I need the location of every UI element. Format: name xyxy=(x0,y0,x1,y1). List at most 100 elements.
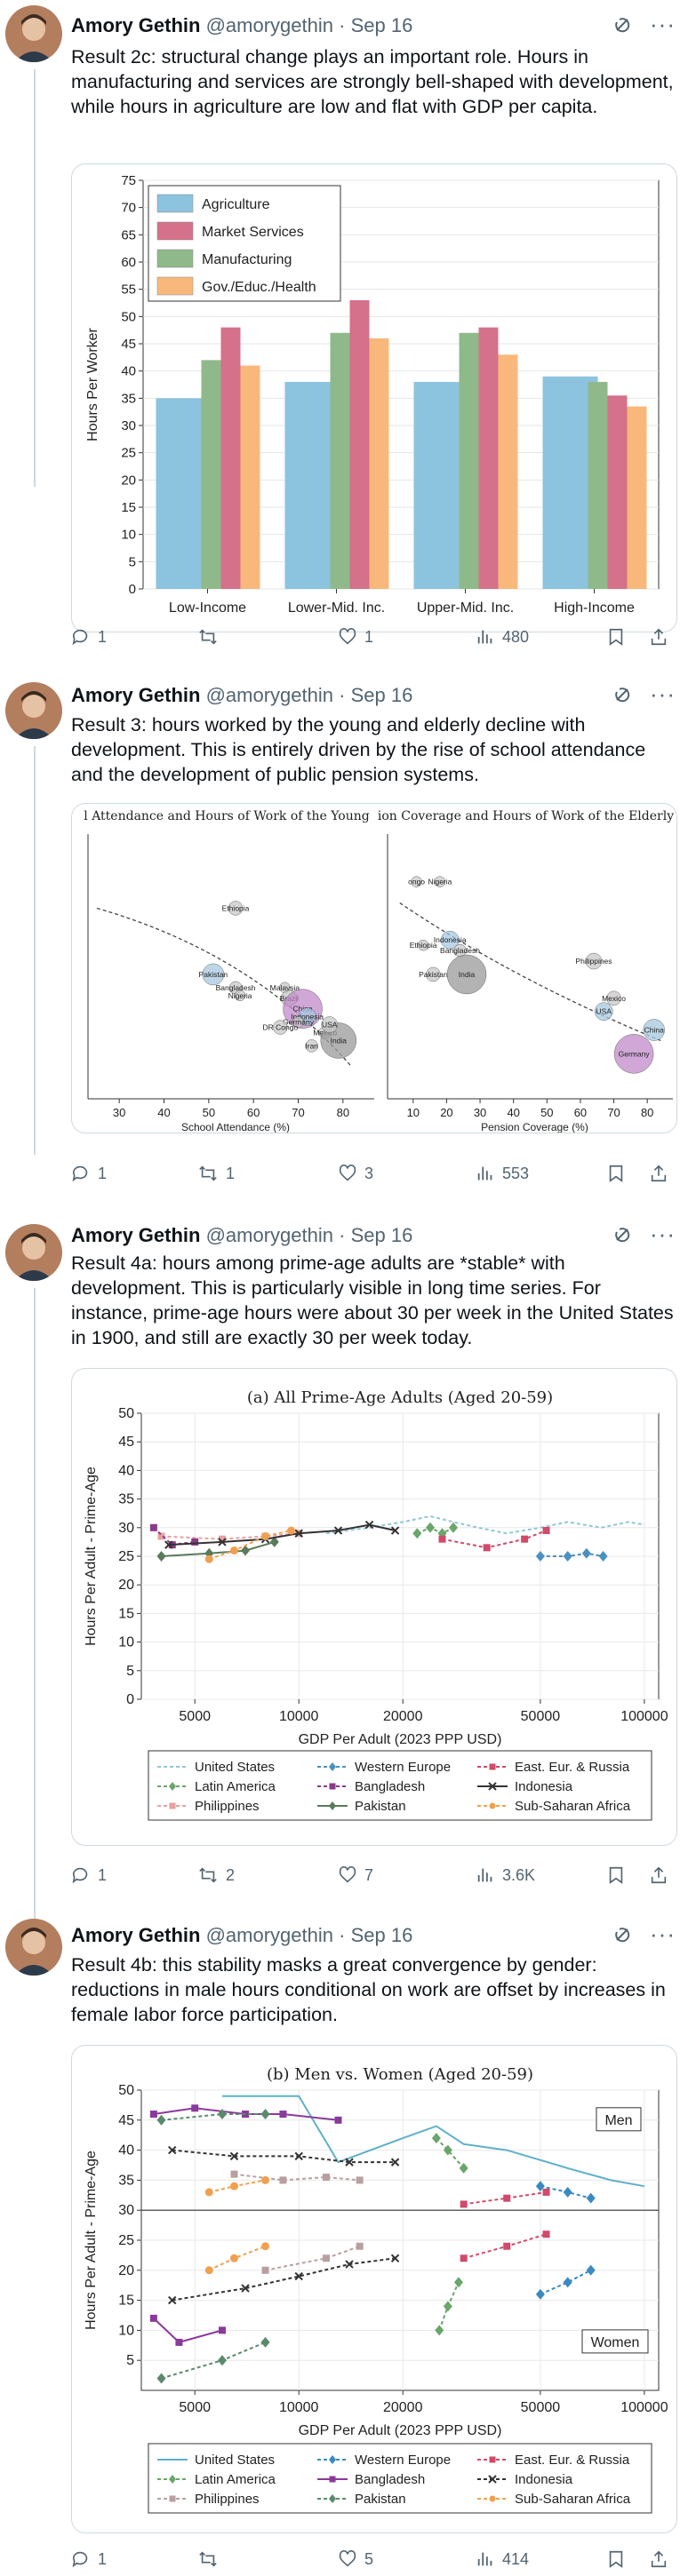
author-name[interactable]: Amory Gethin xyxy=(71,1924,201,1946)
reply-button[interactable]: 1 xyxy=(71,627,107,647)
line-chart-image-a[interactable]: (a) All Prime-Age Adults (Aged 20-59) 0 5 1… xyxy=(71,1368,677,1846)
bookmark-button[interactable] xyxy=(606,1865,626,1885)
heart-icon xyxy=(339,1866,356,1883)
like-button[interactable]: 3 xyxy=(338,1164,373,1183)
x-tick-label: 50 xyxy=(540,1106,553,1119)
data-point xyxy=(411,876,422,887)
data-point xyxy=(595,1002,613,1021)
point-label: Bangladesh xyxy=(216,983,256,992)
bar-gov-educ-health xyxy=(498,354,518,589)
legend-label: Pakistan xyxy=(355,2492,406,2507)
y-tick-label: 35 xyxy=(121,391,136,406)
marker xyxy=(261,2266,269,2274)
post-date[interactable]: Sep 16 xyxy=(350,1924,413,1946)
legend-marker xyxy=(329,1783,336,1790)
views-button[interactable]: 414 xyxy=(476,2549,529,2569)
pension-coverage-panel: ion Coverage and Hours of Work of the El… xyxy=(378,809,674,1133)
series-latin-america xyxy=(412,1522,459,1539)
share-button[interactable] xyxy=(649,1865,668,1885)
bookmark-button[interactable] xyxy=(606,627,626,647)
repost-icon xyxy=(199,1867,217,1883)
y-tick-label: 30 xyxy=(118,2203,134,2218)
repost-button[interactable] xyxy=(197,627,226,647)
share-button[interactable] xyxy=(649,627,668,647)
post-header: Amory Gethin @amorygethin · Sep 16 ··· xyxy=(71,1920,679,1951)
views-button[interactable]: 3.6K xyxy=(476,1865,535,1885)
like-button[interactable]: 7 xyxy=(338,1865,373,1885)
like-button[interactable]: 1 xyxy=(338,627,373,647)
author-name[interactable]: Amory Gethin xyxy=(71,684,201,706)
author-handle[interactable]: @amorygethin xyxy=(205,14,333,36)
y-tick-label: 10 xyxy=(118,1635,134,1650)
repost-button[interactable]: 2 xyxy=(197,1865,235,1885)
marker xyxy=(168,2145,177,2155)
author-handle[interactable]: @amorygethin xyxy=(205,684,333,706)
author-name[interactable]: Amory Gethin xyxy=(71,14,201,36)
grok-icon[interactable] xyxy=(612,1224,633,1251)
point-label: ongo xyxy=(408,878,425,886)
marker xyxy=(356,2242,364,2250)
grok-icon[interactable] xyxy=(612,14,633,41)
x-tick-label: 30 xyxy=(474,1106,486,1119)
x-tick-label: High-Income xyxy=(554,600,635,616)
legend: United States Western Europe East. Eur. & … xyxy=(148,1750,652,1821)
post-date[interactable]: Sep 16 xyxy=(350,14,413,36)
reply-button[interactable]: 1 xyxy=(71,2549,107,2569)
legend-marker xyxy=(169,2495,176,2502)
post-date[interactable]: Sep 16 xyxy=(350,684,413,706)
point-label: DR Congo xyxy=(263,1023,299,1032)
post-date[interactable]: Sep 16 xyxy=(350,1224,413,1246)
bar-gov-educ-health xyxy=(240,365,260,589)
marker xyxy=(260,2109,270,2120)
series-united-states xyxy=(325,1515,645,1535)
avatar[interactable] xyxy=(5,1919,62,1976)
share-icon xyxy=(651,1165,667,1182)
views-button[interactable]: 553 xyxy=(476,1164,529,1183)
share-button[interactable] xyxy=(649,2549,668,2569)
marker xyxy=(279,2111,287,2119)
avatar[interactable] xyxy=(5,1224,62,1281)
marker xyxy=(294,1529,303,1538)
marker xyxy=(191,1538,199,1546)
more-icon[interactable]: ··· xyxy=(650,11,676,37)
scatter-image[interactable]: l Attendance and Hours of Work of the Yo… xyxy=(71,803,677,1133)
legend-label: United States xyxy=(195,2453,275,2468)
legend-marker xyxy=(329,1801,336,1810)
bookmark-button[interactable] xyxy=(606,1164,626,1183)
reply-icon xyxy=(72,629,88,646)
marker xyxy=(390,2254,400,2262)
views-count: 3.6K xyxy=(502,1865,536,1884)
repost-button[interactable]: 1 xyxy=(197,1164,235,1183)
avatar[interactable] xyxy=(5,5,62,62)
x-tick-label: 40 xyxy=(507,1106,519,1119)
reply-button[interactable]: 1 xyxy=(71,1865,107,1885)
y-tick-label: 65 xyxy=(121,227,136,242)
legend-label: Indonesia xyxy=(515,1779,573,1794)
author-handle[interactable]: @amorygethin xyxy=(205,1224,333,1246)
bar-manufacturing xyxy=(459,332,479,589)
grok-icon[interactable] xyxy=(612,684,633,711)
author-name[interactable]: Amory Gethin xyxy=(71,1224,201,1246)
annotation-box xyxy=(581,2329,649,2354)
like-button[interactable]: 5 xyxy=(338,2549,373,2569)
repost-button[interactable] xyxy=(197,2549,226,2569)
views-button[interactable]: 480 xyxy=(476,627,529,647)
line-chart-image-b[interactable]: (b) Men vs. Women (Aged 20-59) 5 10 15 20 25 3… xyxy=(71,2045,677,2533)
more-icon[interactable]: ··· xyxy=(650,1220,676,1247)
author-handle[interactable]: @amorygethin xyxy=(205,1924,333,1946)
bookmark-button[interactable] xyxy=(606,2549,626,2569)
data-point xyxy=(305,1039,318,1053)
point-label: Bangladesh xyxy=(440,946,480,955)
reply-button[interactable]: 1 xyxy=(71,1164,107,1183)
share-button[interactable] xyxy=(649,1164,668,1183)
avatar[interactable] xyxy=(5,682,62,739)
marker xyxy=(168,2295,177,2305)
marker xyxy=(426,1522,436,1533)
legend: Agriculture Market Services Manufacturing G… xyxy=(148,185,341,302)
bar-chart-image[interactable]: 0 5 10 15 20 25 30 35 40 45 50 55 60 65 70 75 Hours Per … xyxy=(71,163,677,632)
more-icon[interactable]: ··· xyxy=(650,1920,676,1947)
more-icon[interactable]: ··· xyxy=(650,680,676,707)
marker xyxy=(345,2260,354,2269)
grok-icon[interactable] xyxy=(612,1924,633,1951)
marker xyxy=(503,2194,511,2202)
